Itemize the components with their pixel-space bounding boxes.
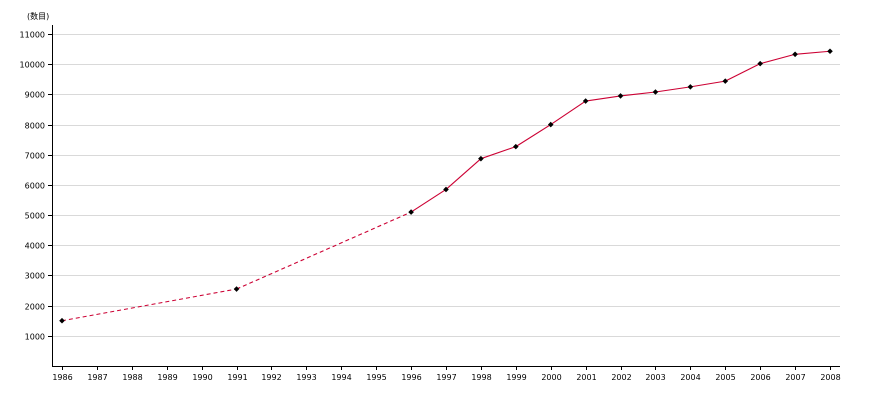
- data-point-marker: [827, 48, 833, 55]
- data-point-marker: [59, 317, 65, 324]
- y-tick-label: 3000: [25, 272, 45, 281]
- y-tick-label: 1000: [25, 333, 45, 342]
- series-segment: [585, 95, 621, 102]
- y-tick-label: 9000: [25, 91, 45, 100]
- x-tick-label: 2005: [715, 373, 735, 382]
- series-segment: [550, 100, 586, 126]
- data-point-marker: [513, 143, 519, 150]
- series-segment: [445, 158, 482, 190]
- y-tick-label: 2000: [25, 303, 45, 312]
- data-point-marker: [408, 209, 414, 215]
- y-tick-label: 11000: [20, 31, 45, 40]
- series-segment: [655, 86, 691, 93]
- x-tick-label: 2008: [820, 373, 840, 382]
- x-tick-label: 1996: [401, 373, 421, 382]
- series-segment: [795, 50, 831, 55]
- x-tick-label: 2003: [645, 373, 665, 382]
- data-point-marker: [478, 155, 484, 162]
- data-point-marker: [617, 93, 624, 99]
- data-point-marker: [792, 51, 798, 58]
- y-tick-label: 10000: [20, 61, 45, 70]
- x-tick-label: 1990: [192, 373, 212, 382]
- data-point-marker: [652, 89, 659, 95]
- x-tick-label: 2004: [680, 373, 700, 382]
- x-tick-label: 1991: [227, 373, 247, 382]
- series-segment: [725, 63, 761, 82]
- data-point-marker: [547, 121, 554, 128]
- x-tick-label: 1994: [331, 373, 351, 382]
- y-tick-label: 8000: [25, 122, 45, 131]
- series-segment: [760, 53, 796, 65]
- series-segment: [480, 146, 516, 160]
- x-tick-label: 1999: [506, 373, 526, 382]
- series-segment: [410, 189, 447, 213]
- x-tick-label: 1998: [471, 373, 491, 382]
- x-tick-label: 1986: [52, 373, 72, 382]
- series-segment-dashed: [236, 211, 412, 290]
- data-point-marker: [687, 84, 694, 90]
- y-tick-label: 6000: [25, 182, 45, 191]
- x-tick-label: 2000: [541, 373, 561, 382]
- x-tick-label: 1989: [157, 373, 177, 382]
- y-tick-label: 5000: [25, 212, 45, 221]
- series-segment-dashed: [61, 288, 237, 322]
- data-point-marker: [582, 98, 589, 104]
- y-tick-label: 7000: [25, 152, 45, 161]
- x-tick-label: 1992: [261, 373, 281, 382]
- y-tick-label: 4000: [25, 242, 45, 251]
- x-tick-label: 1995: [366, 373, 386, 382]
- data-point-marker: [233, 286, 240, 292]
- x-tick-label: 1987: [87, 373, 107, 382]
- x-tick-label: 1993: [296, 373, 316, 382]
- data-point-marker: [722, 78, 729, 84]
- series-segment: [690, 80, 726, 88]
- x-tick-label: 2007: [785, 373, 805, 382]
- series-segment: [515, 124, 552, 148]
- x-tick-label: 2001: [576, 373, 596, 382]
- x-tick-label: 1988: [122, 373, 142, 382]
- data-point-marker: [757, 60, 763, 67]
- x-tick-label: 2006: [750, 373, 770, 382]
- data-point-marker: [443, 186, 449, 193]
- x-tick-label: 2002: [611, 373, 631, 382]
- y-unit-label: (数目): [27, 12, 50, 21]
- series-segment: [620, 91, 656, 97]
- x-tick-label: 1997: [436, 373, 456, 382]
